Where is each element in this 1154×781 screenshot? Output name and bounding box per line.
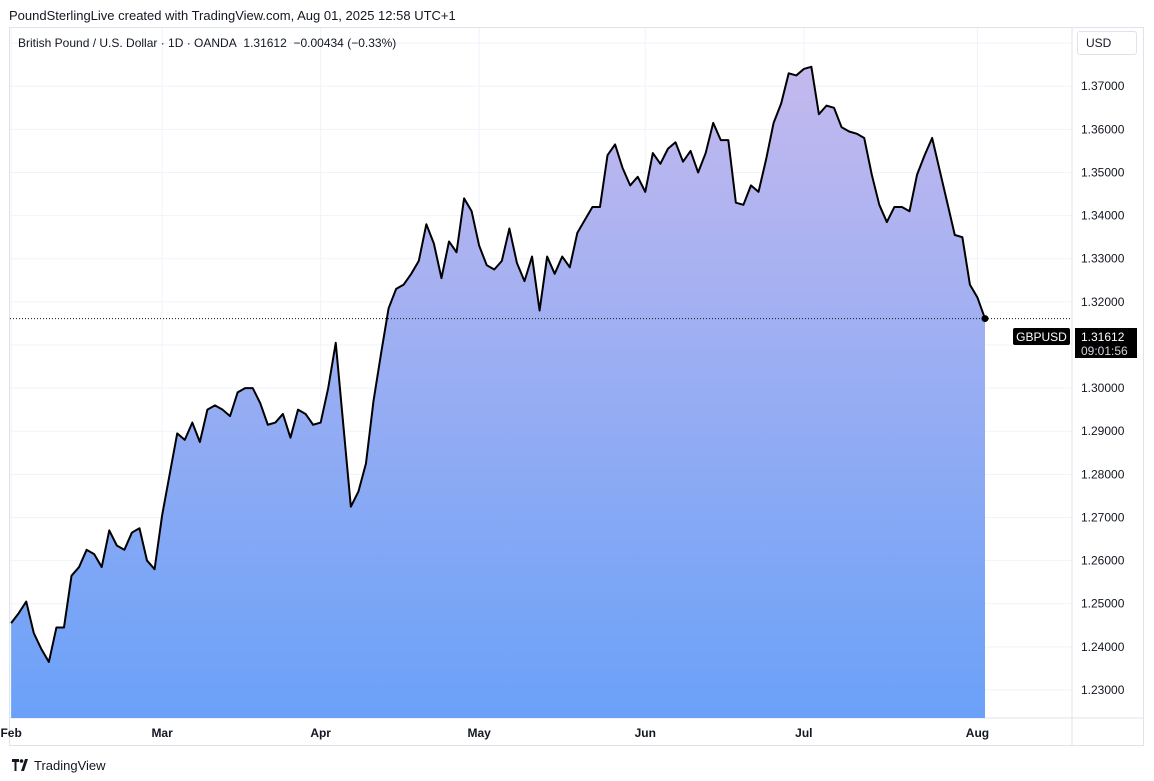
x-tick-label: Jun — [635, 726, 656, 740]
x-tick-label: Aug — [966, 726, 989, 740]
countdown-label: 09:01:56 — [1081, 344, 1128, 358]
time-axis[interactable]: Feb Mar Apr May Jun Jul Aug — [0, 726, 989, 740]
chart-frame — [9, 27, 1144, 746]
x-tick-label: Apr — [310, 726, 331, 740]
legend-instrument: British Pound / U.S. Dollar · 1D · OANDA — [18, 36, 237, 50]
tradingview-logo-icon — [12, 759, 28, 771]
y-tick-label: 1.34000 — [1081, 209, 1125, 223]
chart-caption: PoundSterlingLive created with TradingVi… — [9, 8, 456, 23]
x-tick-label: Feb — [0, 726, 21, 740]
symbol-label: GBPUSD — [1016, 330, 1067, 344]
footer[interactable]: TradingView — [12, 756, 106, 774]
last-price-label: GBPUSD 1.31612 09:01:56 — [1013, 328, 1137, 358]
y-tick-label: 1.25000 — [1081, 597, 1125, 611]
y-tick-label: 1.30000 — [1081, 381, 1125, 395]
y-tick-label: 1.36000 — [1081, 122, 1125, 136]
currency-button[interactable]: USD — [1077, 31, 1137, 55]
legend-change: −0.00434 — [293, 36, 344, 50]
y-tick-label: 1.27000 — [1081, 510, 1125, 524]
y-tick-label: 1.29000 — [1081, 424, 1125, 438]
y-tick-label: 1.24000 — [1081, 640, 1125, 654]
price-area — [11, 66, 985, 718]
legend-last: 1.31612 — [243, 36, 287, 50]
y-tick-label: 1.26000 — [1081, 554, 1125, 568]
y-tick-label: 1.35000 — [1081, 165, 1125, 179]
symbol-label-bg — [1013, 328, 1070, 345]
footer-brand: TradingView — [34, 757, 106, 773]
y-tick-label: 1.28000 — [1081, 467, 1125, 481]
price-axis[interactable]: 1.380001.370001.360001.350001.340001.330… — [1081, 36, 1125, 697]
x-tick-label: Jul — [795, 726, 812, 740]
x-tick-label: Mar — [151, 726, 173, 740]
price-line — [10, 65, 986, 663]
legend-change-pct: (−0.33%) — [347, 36, 397, 50]
y-tick-label: 1.33000 — [1081, 252, 1125, 266]
y-tick-label: 1.23000 — [1081, 683, 1125, 697]
y-tick-label: 1.37000 — [1081, 79, 1125, 93]
x-tick-label: May — [468, 726, 492, 740]
chart-legend: British Pound / U.S. Dollar · 1D · OANDA… — [18, 36, 396, 50]
last-price-dot — [981, 315, 989, 323]
y-tick-label: 1.32000 — [1081, 295, 1125, 309]
price-value-bg — [1075, 328, 1137, 358]
price-value-label: 1.31612 — [1081, 330, 1125, 344]
